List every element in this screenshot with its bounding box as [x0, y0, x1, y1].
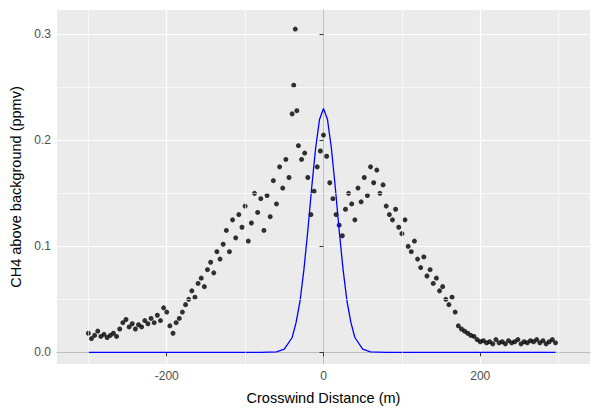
svg-text:CH4 above background (ppmv): CH4 above background (ppmv): [8, 86, 24, 288]
svg-text:-200: -200: [155, 369, 179, 383]
svg-text:200: 200: [470, 369, 490, 383]
svg-text:0: 0: [320, 369, 327, 383]
svg-text:0.1: 0.1: [34, 239, 51, 253]
svg-text:0.3: 0.3: [34, 27, 51, 41]
svg-text:Crosswind Distance (m): Crosswind Distance (m): [247, 390, 401, 406]
svg-text:0.0: 0.0: [34, 345, 51, 359]
svg-text:0.2: 0.2: [34, 133, 51, 147]
